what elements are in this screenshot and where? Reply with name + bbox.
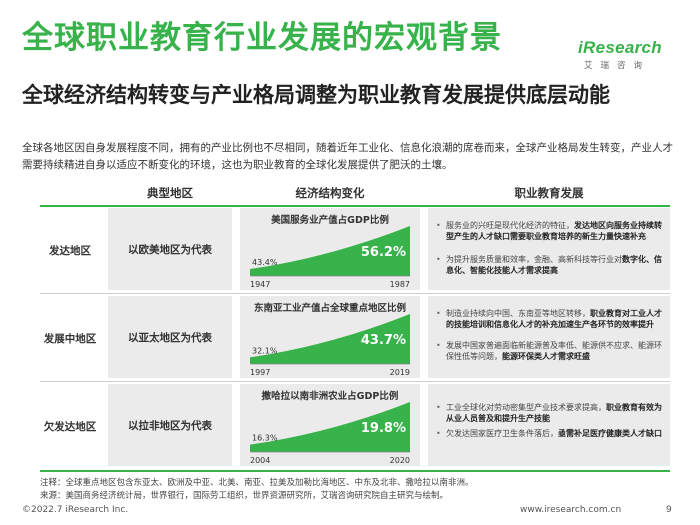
representative-box: 以拉非地区为代表 bbox=[108, 384, 232, 466]
area-chart-svg: 16.3% 19.8% 2004 2020 bbox=[250, 402, 410, 465]
bullet-text: 为提升服务质量和效率，金融、高新科技等行业对 bbox=[446, 255, 622, 264]
bullet-text: 欠发达国家医疗卫生条件落后， bbox=[446, 429, 558, 438]
region-label: 欠发达地区 bbox=[43, 421, 97, 433]
bottom-divider bbox=[40, 470, 670, 472]
economy-chart: 32.1% 43.7% 1997 2019 东南亚工业产值占全球重点地区比例 bbox=[240, 296, 420, 378]
chart-title: 东南亚工业产值占全球重点地区比例 bbox=[253, 303, 406, 314]
page-number: 9 bbox=[666, 505, 672, 515]
header-economy: 经济结构变化 bbox=[295, 186, 365, 200]
page-title: 全球职业教育行业发展的宏观背景 bbox=[22, 20, 502, 56]
end-year-label: 1987 bbox=[390, 280, 410, 289]
representative-box: 以亚太地区为代表 bbox=[108, 296, 232, 378]
end-value-label: 56.2% bbox=[361, 245, 406, 260]
header-divider bbox=[40, 205, 670, 207]
bullet-highlight: 发达地区向服务业持续转型产生的人才缺口需要职业教育培养的新生力量快速补充 bbox=[446, 221, 662, 241]
logo-subtext: 艾瑞咨询 bbox=[584, 61, 651, 71]
start-year-label: 1997 bbox=[250, 368, 270, 377]
area-series bbox=[250, 402, 410, 452]
area-chart-svg: 32.1% 43.7% 1997 2019 bbox=[250, 314, 410, 377]
education-development-box: 工业全球化对劳动密集型产业技术要求提高，职业教育有效为从业人员普及和提升生产技能… bbox=[428, 384, 670, 466]
development-bullet: 发展中国家普遍面临新能源普及率低、能源供不应求、能源环保性低等问题，能源环保类人… bbox=[436, 340, 664, 362]
representative-label: 以拉非地区为代表 bbox=[128, 419, 212, 432]
development-bullet: 为提升服务质量和效率，金融、高新科技等行业对数字化、信息化、智能化技能人才需求提… bbox=[436, 254, 664, 276]
end-value-label: 19.8% bbox=[361, 421, 406, 436]
row-divider bbox=[40, 381, 670, 382]
bullet-text: 制造业持续向中国、东南亚等地区转移， bbox=[446, 309, 590, 318]
end-year-label: 2019 bbox=[390, 368, 410, 377]
education-development-box: 服务业的兴旺是现代化经济的特征，发达地区向服务业持续转型产生的人才缺口需要职业教… bbox=[428, 208, 670, 290]
representative-label: 以欧美地区为代表 bbox=[128, 243, 212, 256]
education-development-box: 制造业持续向中国、东南亚等地区转移，职业教育对工业人才的技能培训和信息化人才的补… bbox=[428, 296, 670, 378]
footer-copyright: ©2022.7 iResearch Inc. bbox=[22, 505, 129, 515]
area-series bbox=[250, 226, 410, 276]
bullet-highlight: 职业教育有效为从业人员普及和提升生产技能 bbox=[446, 403, 662, 423]
economy-chart: 16.3% 19.8% 2004 2020 撒哈拉以南非洲农业占GDP比例 bbox=[240, 384, 420, 466]
economy-chart: 43.4% 56.2% 1947 1987 美国服务业产值占GDP比例 bbox=[240, 208, 420, 290]
start-value-label: 43.4% bbox=[252, 258, 278, 267]
start-value-label: 16.3% bbox=[252, 434, 278, 443]
intro-paragraph: 全球各地区因自身发展程度不同，拥有的产业比例也不尽相同，随着近年工业化、信息化浪… bbox=[22, 142, 673, 171]
bullet-text: 工业全球化对劳动密集型产业技术要求提高， bbox=[446, 403, 606, 412]
region-label: 发展中地区 bbox=[43, 333, 97, 345]
development-bullet: 欠发达国家医疗卫生条件落后，亟需补足医疗健康类人才缺口 bbox=[436, 428, 664, 439]
logo-text: iResearch bbox=[578, 38, 662, 57]
representative-box: 以欧美地区为代表 bbox=[108, 208, 232, 290]
region-label: 发达地区 bbox=[49, 245, 91, 257]
page-subtitle: 全球经济结构转变与产业格局调整为职业教育发展提供底层动能 bbox=[22, 83, 610, 107]
area-series bbox=[250, 314, 410, 364]
bullet-text: 发展中国家普遍面临新能源普及率低、能源供不应求、能源环保性低等问题， bbox=[446, 341, 662, 361]
bullet-highlight: 亟需补足医疗健康类人才缺口 bbox=[558, 429, 662, 438]
bullet-highlight: 能源环保类人才需求旺盛 bbox=[502, 352, 590, 361]
footer-url: www.iresearch.com.cn bbox=[520, 505, 622, 515]
row-divider bbox=[40, 293, 670, 294]
development-bullet: 服务业的兴旺是现代化经济的特征，发达地区向服务业持续转型产生的人才缺口需要职业教… bbox=[436, 220, 664, 242]
note-text: 注释：全球重点地区包含东亚太、欧洲及中亚、北美、南亚、拉美及加勒比海地区、中东及… bbox=[40, 478, 474, 488]
header-education: 职业教育发展 bbox=[514, 186, 584, 200]
source-text: 来源：美国商务经济统计局，世界银行，国际劳工组织，世界资源研究所，艾瑞咨询研究院… bbox=[40, 491, 449, 501]
bullet-text: 服务业的兴旺是现代化经济的特征， bbox=[446, 221, 574, 230]
header-region: 典型地区 bbox=[147, 186, 193, 200]
area-chart-svg: 43.4% 56.2% 1947 1987 bbox=[250, 226, 410, 289]
chart-title: 撒哈拉以南非洲农业占GDP比例 bbox=[261, 391, 399, 402]
end-year-label: 2020 bbox=[390, 456, 410, 465]
start-year-label: 2004 bbox=[250, 456, 270, 465]
chart-title: 美国服务业产值占GDP比例 bbox=[271, 215, 389, 226]
bullet-highlight: 职业教育对工业人才的技能培训和信息化人才的补充加速生产各环节的效率提升 bbox=[446, 309, 662, 329]
development-bullet: 工业全球化对劳动密集型产业技术要求提高，职业教育有效为从业人员普及和提升生产技能 bbox=[436, 402, 664, 424]
development-bullet: 制造业持续向中国、东南亚等地区转移，职业教育对工业人才的技能培训和信息化人才的补… bbox=[436, 308, 664, 330]
bullet-highlight: 数字化、信息化、智能化技能人才需求提高 bbox=[446, 255, 662, 275]
start-year-label: 1947 bbox=[250, 280, 270, 289]
iresearch-logo: iResearch 艾瑞咨询 bbox=[578, 38, 674, 82]
start-value-label: 32.1% bbox=[252, 346, 278, 355]
end-value-label: 43.7% bbox=[361, 333, 406, 348]
representative-label: 以亚太地区为代表 bbox=[128, 331, 212, 344]
